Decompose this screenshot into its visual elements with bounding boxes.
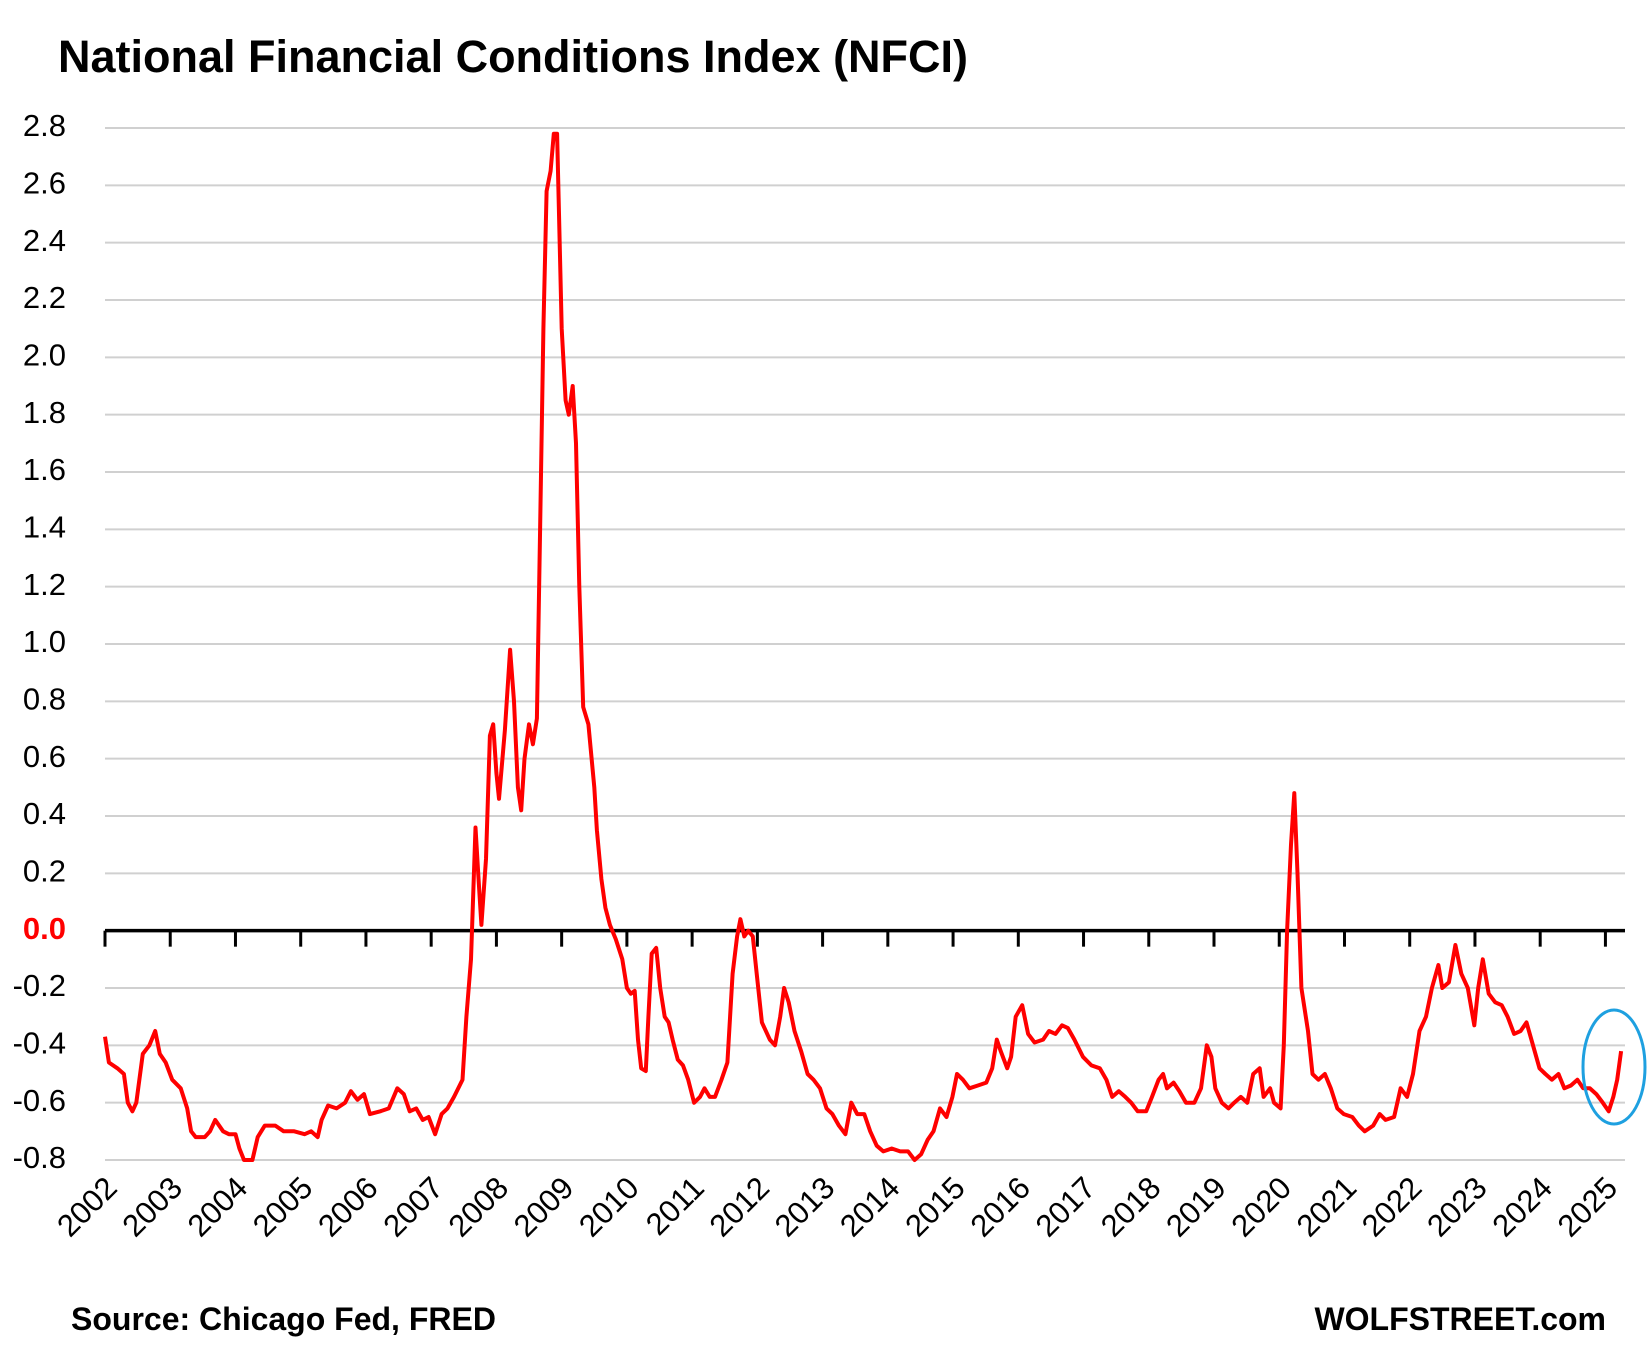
y-tick-label: 2.8 [23, 108, 66, 143]
y-tick-label: 0.0 [23, 911, 66, 946]
y-tick-label: 0.6 [23, 739, 66, 774]
y-tick-label: 2.0 [23, 338, 66, 373]
y-tick-label: 2.4 [23, 223, 66, 258]
y-tick-label: 1.8 [23, 395, 66, 430]
y-tick-label: 2.2 [23, 280, 66, 315]
y-tick-label: 1.0 [23, 624, 66, 659]
plot [103, 131, 1624, 1162]
y-tick-label: -0.6 [13, 1083, 66, 1118]
y-tick-label: 2.6 [23, 166, 66, 201]
source-note: Source: Chicago Fed, FRED [71, 1301, 496, 1337]
y-tick-label: -0.4 [13, 1026, 66, 1061]
credit: WOLFSTREET.com [1314, 1301, 1606, 1337]
y-tick-label: 0.4 [23, 796, 66, 831]
y-tick-label: 1.6 [23, 452, 66, 487]
chart-title: National Financial Conditions Index (NFC… [58, 31, 968, 82]
y-tick-label: -0.8 [13, 1140, 66, 1175]
y-tick-label: 1.4 [23, 510, 66, 545]
y-tick-label: -0.2 [13, 968, 66, 1003]
highlight-circle [1581, 1008, 1647, 1126]
y-tick-label: 0.8 [23, 682, 66, 717]
y-tick-label: 0.2 [23, 854, 66, 889]
data-line [103, 131, 1624, 1162]
y-tick-label: 1.2 [23, 567, 66, 602]
